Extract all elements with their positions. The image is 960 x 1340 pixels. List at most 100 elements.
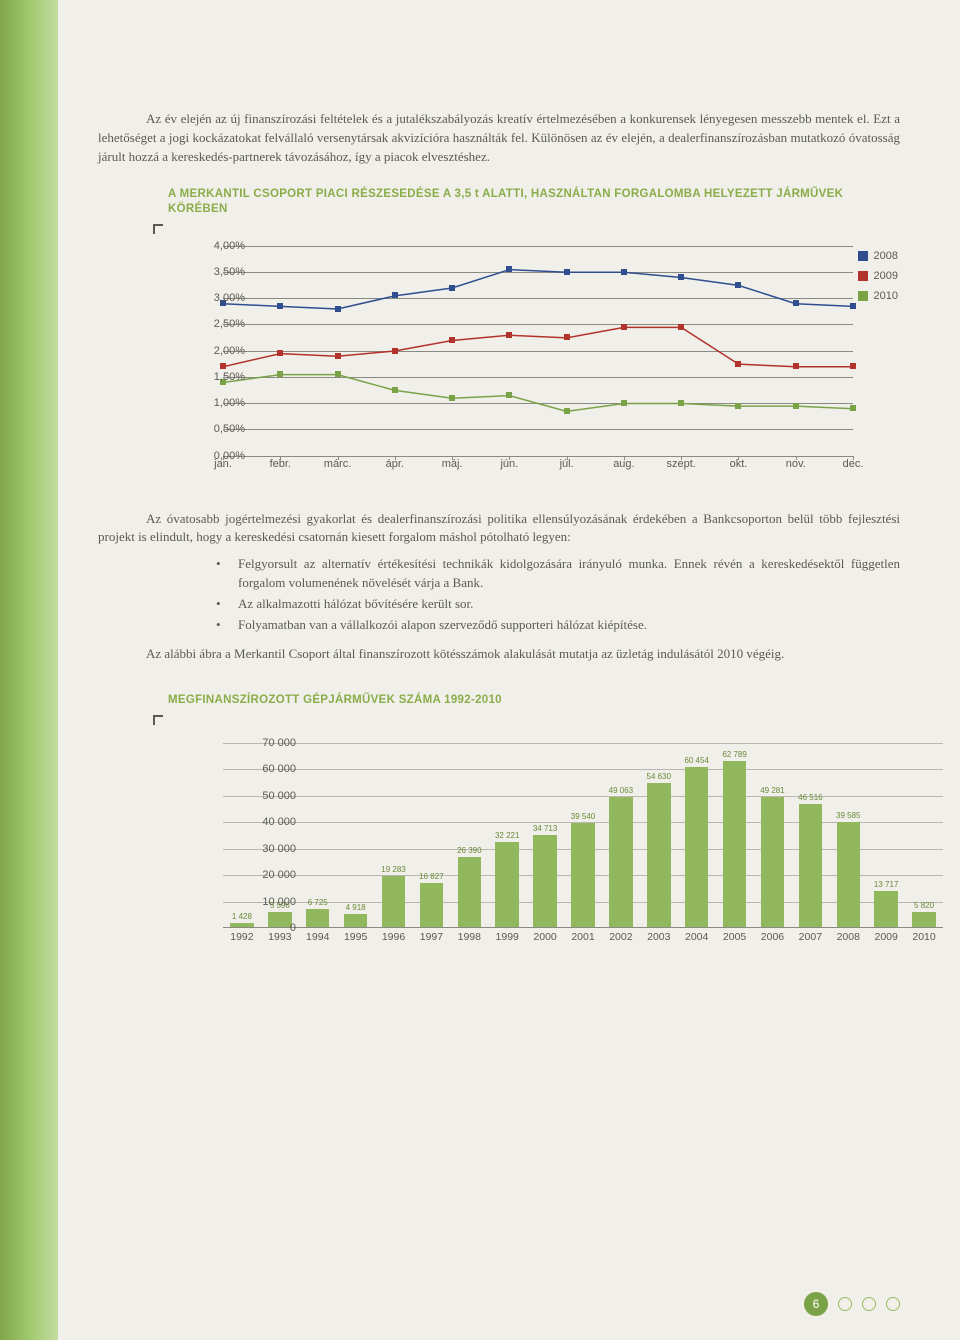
data-marker	[506, 332, 512, 338]
x-axis-label: nov.	[770, 458, 822, 470]
data-marker	[335, 371, 341, 377]
line-chart-legend: 200820092010	[858, 250, 898, 310]
x-axis-label: máj.	[426, 458, 478, 470]
x-axis-label: 1994	[306, 931, 329, 943]
data-marker	[392, 292, 398, 298]
y-axis-label: 70 000	[240, 737, 296, 749]
y-axis-label: 3,00%	[185, 292, 245, 304]
line-chart-title: A MERKANTIL CSOPORT PIACI RÉSZESEDÉSE A …	[168, 187, 900, 218]
x-axis-label: 1995	[344, 931, 367, 943]
y-axis-label: 2,00%	[185, 345, 245, 357]
line-chart: 200820092010 0,00%0,50%1,00%1,50%2,00%2,…	[98, 234, 900, 494]
x-axis-label: márc.	[312, 458, 364, 470]
footer-dot-icon	[838, 1297, 852, 1311]
data-marker	[793, 363, 799, 369]
y-axis-label: 30 000	[240, 843, 296, 855]
x-axis-label: ápr.	[369, 458, 421, 470]
x-axis-label: febr.	[254, 458, 306, 470]
chart-corner-mark	[153, 715, 163, 725]
x-axis-label: 2008	[837, 931, 860, 943]
bar	[344, 914, 367, 927]
data-marker	[277, 350, 283, 356]
data-marker	[678, 274, 684, 280]
bar-value-label: 32 221	[495, 831, 519, 840]
list-item: Felgyorsult az alternatív értékesítési t…	[208, 555, 900, 593]
legend-label: 2009	[874, 270, 898, 282]
middle-paragraph: Az óvatosabb jogértelmezési gyakorlat és…	[98, 510, 900, 548]
y-axis-label: 50 000	[240, 790, 296, 802]
y-axis-label: 1,50%	[185, 371, 245, 383]
x-axis-label: 1999	[496, 931, 519, 943]
x-axis-label: aug.	[598, 458, 650, 470]
x-axis-label: 2009	[874, 931, 897, 943]
data-marker	[392, 348, 398, 354]
bar-value-label: 4 918	[346, 903, 366, 912]
x-axis-label: okt.	[712, 458, 764, 470]
data-marker	[678, 400, 684, 406]
bar	[912, 912, 935, 927]
data-marker	[564, 269, 570, 275]
bar	[306, 909, 329, 927]
legend-label: 2008	[874, 250, 898, 262]
list-item: Folyamatban van a vállalkozói alapon sze…	[208, 616, 900, 635]
bar-value-label: 16 827	[419, 872, 443, 881]
page-content: Az év elején az új finanszírozási feltét…	[58, 0, 960, 1013]
bar-value-label: 39 585	[836, 811, 860, 820]
legend-swatch	[858, 251, 868, 261]
data-marker	[277, 371, 283, 377]
data-marker	[850, 303, 856, 309]
data-marker	[335, 306, 341, 312]
data-marker	[621, 269, 627, 275]
y-axis-label: 0,50%	[185, 423, 245, 435]
data-marker	[678, 324, 684, 330]
side-accent-bar	[0, 0, 58, 1340]
x-axis-label: jan.	[197, 458, 249, 470]
bar-value-label: 49 063	[609, 786, 633, 795]
data-marker	[506, 392, 512, 398]
x-axis-label: 1998	[458, 931, 481, 943]
data-marker	[449, 285, 455, 291]
bar-value-label: 13 717	[874, 880, 898, 889]
y-axis-label: 3,50%	[185, 266, 245, 278]
x-axis-label: 2002	[609, 931, 632, 943]
x-axis-label: júl.	[541, 458, 593, 470]
y-axis-label: 40 000	[240, 816, 296, 828]
bar-value-label: 34 713	[533, 824, 557, 833]
page-footer: 6	[804, 1292, 900, 1316]
x-axis-label: 2007	[799, 931, 822, 943]
bar-value-label: 6 725	[308, 898, 328, 907]
bar-value-label: 54 630	[647, 772, 671, 781]
bar	[420, 883, 443, 927]
y-axis-label: 20 000	[240, 869, 296, 881]
legend-swatch	[858, 271, 868, 281]
bar	[837, 822, 860, 927]
data-marker	[449, 337, 455, 343]
bar-value-label: 39 540	[571, 812, 595, 821]
data-marker	[850, 405, 856, 411]
data-marker	[735, 282, 741, 288]
bar-value-label: 60 454	[684, 756, 708, 765]
bar	[874, 891, 897, 927]
bar	[458, 857, 481, 927]
data-marker	[621, 324, 627, 330]
x-axis-label: 1996	[382, 931, 405, 943]
data-marker	[506, 266, 512, 272]
data-marker	[449, 395, 455, 401]
x-axis-label: 2001	[571, 931, 594, 943]
x-axis-label: 2004	[685, 931, 708, 943]
bar	[685, 767, 708, 927]
x-axis-label: 2000	[533, 931, 556, 943]
bar	[533, 835, 556, 927]
x-axis-label: 1992	[230, 931, 253, 943]
closing-paragraph: Az alábbi ábra a Merkantil Csoport által…	[98, 645, 900, 664]
footer-dot-icon	[886, 1297, 900, 1311]
bar-value-label: 26 390	[457, 846, 481, 855]
page-number: 6	[804, 1292, 828, 1316]
data-marker	[793, 403, 799, 409]
footer-dot-icon	[862, 1297, 876, 1311]
legend-swatch	[858, 291, 868, 301]
y-axis-label: 1,00%	[185, 397, 245, 409]
x-axis-label: 1993	[268, 931, 291, 943]
x-axis-label: 2003	[647, 931, 670, 943]
y-axis-label: 10 000	[240, 896, 296, 908]
